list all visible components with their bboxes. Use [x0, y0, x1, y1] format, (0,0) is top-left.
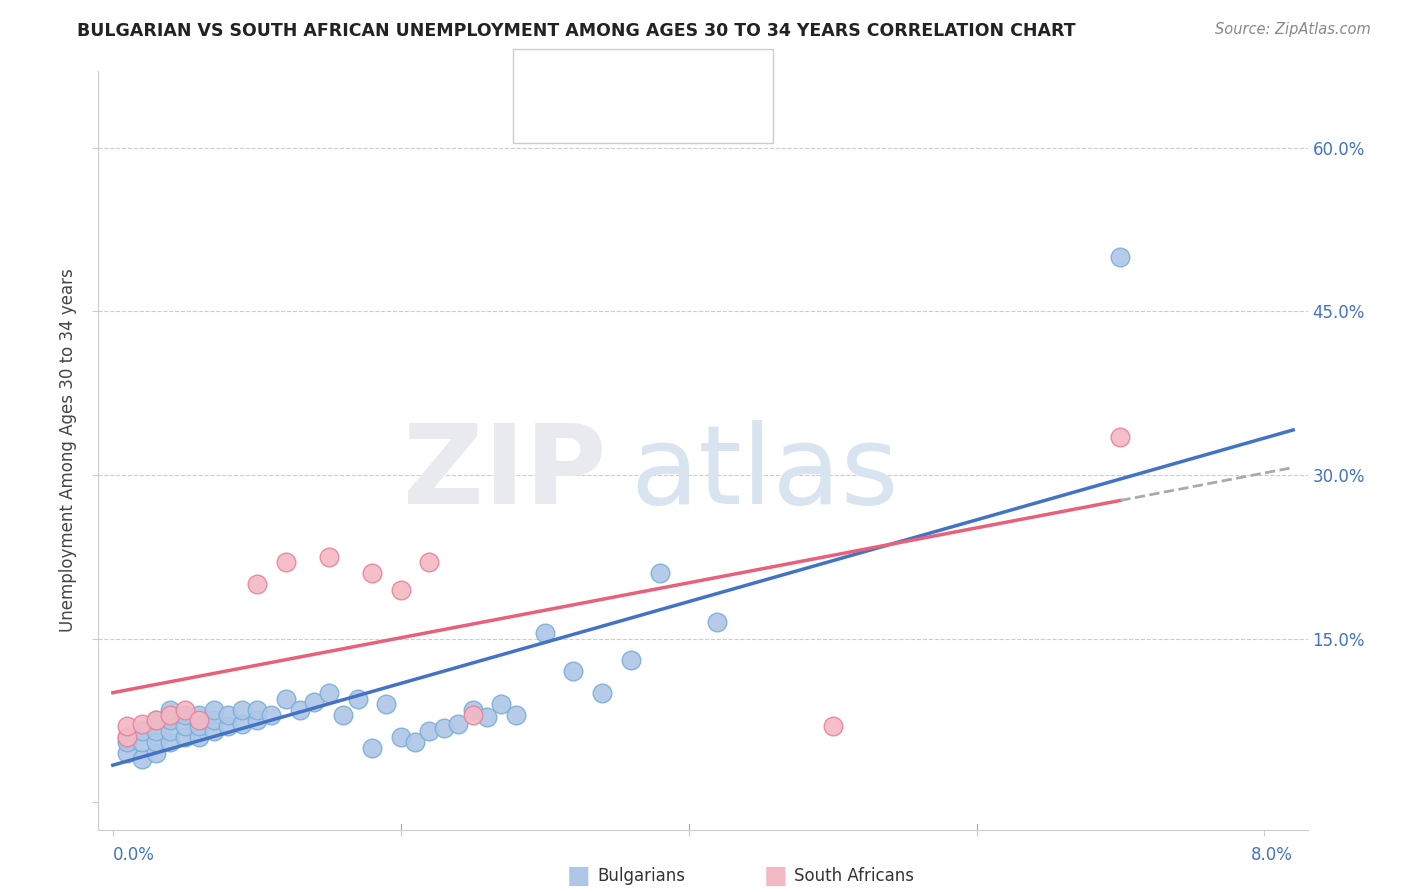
- Point: [145, 714, 167, 728]
- Point: [318, 686, 340, 700]
- Point: [475, 710, 498, 724]
- Point: [288, 702, 311, 716]
- Point: [188, 719, 211, 733]
- Point: [821, 719, 844, 733]
- Text: R = 0.591: R = 0.591: [569, 106, 652, 124]
- Point: [361, 740, 384, 755]
- Point: [159, 724, 181, 739]
- Point: [318, 549, 340, 564]
- Text: South Africans: South Africans: [794, 867, 914, 885]
- Point: [173, 730, 195, 744]
- Point: [145, 714, 167, 728]
- Point: [159, 708, 181, 723]
- Point: [217, 719, 239, 733]
- Point: [648, 566, 671, 581]
- Point: [188, 708, 211, 723]
- Point: [145, 724, 167, 739]
- Point: [447, 716, 470, 731]
- Point: [274, 691, 297, 706]
- Point: [231, 702, 253, 716]
- Point: [418, 555, 440, 569]
- Text: atlas: atlas: [630, 420, 898, 526]
- Point: [361, 566, 384, 581]
- Point: [533, 626, 555, 640]
- Point: [173, 708, 195, 723]
- Text: ■: ■: [763, 864, 787, 888]
- Point: [115, 719, 138, 733]
- Point: [159, 702, 181, 716]
- Point: [217, 708, 239, 723]
- Point: [173, 719, 195, 733]
- Text: R = 0.512: R = 0.512: [569, 68, 652, 86]
- Point: [231, 716, 253, 731]
- Point: [188, 730, 211, 744]
- Point: [591, 686, 613, 700]
- Point: [159, 735, 181, 749]
- Point: [389, 582, 412, 597]
- Point: [491, 697, 513, 711]
- Text: ZIP: ZIP: [404, 420, 606, 526]
- Point: [115, 735, 138, 749]
- Text: Bulgarians: Bulgarians: [598, 867, 686, 885]
- Point: [246, 702, 269, 716]
- Point: [159, 714, 181, 728]
- Point: [346, 691, 368, 706]
- Point: [115, 730, 138, 744]
- Point: [461, 702, 484, 716]
- Text: BULGARIAN VS SOUTH AFRICAN UNEMPLOYMENT AMONG AGES 30 TO 34 YEARS CORRELATION CH: BULGARIAN VS SOUTH AFRICAN UNEMPLOYMENT …: [77, 22, 1076, 40]
- Point: [131, 735, 153, 749]
- Bar: [531, 103, 562, 127]
- Point: [404, 735, 426, 749]
- Text: ■: ■: [567, 864, 591, 888]
- Point: [131, 724, 153, 739]
- Point: [246, 714, 269, 728]
- Point: [131, 752, 153, 766]
- Point: [418, 724, 440, 739]
- Point: [304, 695, 326, 709]
- Text: Source: ZipAtlas.com: Source: ZipAtlas.com: [1215, 22, 1371, 37]
- Point: [131, 716, 153, 731]
- Point: [562, 665, 585, 679]
- Point: [461, 708, 484, 723]
- Point: [202, 702, 225, 716]
- Point: [332, 708, 354, 723]
- Text: 8.0%: 8.0%: [1251, 846, 1294, 864]
- Point: [620, 653, 643, 667]
- Point: [202, 714, 225, 728]
- Point: [173, 702, 195, 716]
- Point: [246, 577, 269, 591]
- Text: N = 54: N = 54: [671, 68, 728, 86]
- Point: [115, 730, 138, 744]
- Point: [202, 724, 225, 739]
- Text: N = 16: N = 16: [671, 106, 730, 124]
- Point: [115, 746, 138, 760]
- Point: [1109, 430, 1132, 444]
- Y-axis label: Unemployment Among Ages 30 to 34 years: Unemployment Among Ages 30 to 34 years: [59, 268, 77, 632]
- Point: [706, 615, 728, 630]
- Point: [505, 708, 527, 723]
- Bar: [531, 66, 562, 88]
- Point: [1109, 250, 1132, 264]
- Point: [260, 708, 283, 723]
- Point: [389, 730, 412, 744]
- Point: [145, 746, 167, 760]
- Point: [145, 735, 167, 749]
- Point: [433, 721, 456, 735]
- Point: [188, 714, 211, 728]
- Point: [375, 697, 398, 711]
- Text: 0.0%: 0.0%: [112, 846, 155, 864]
- Point: [274, 555, 297, 569]
